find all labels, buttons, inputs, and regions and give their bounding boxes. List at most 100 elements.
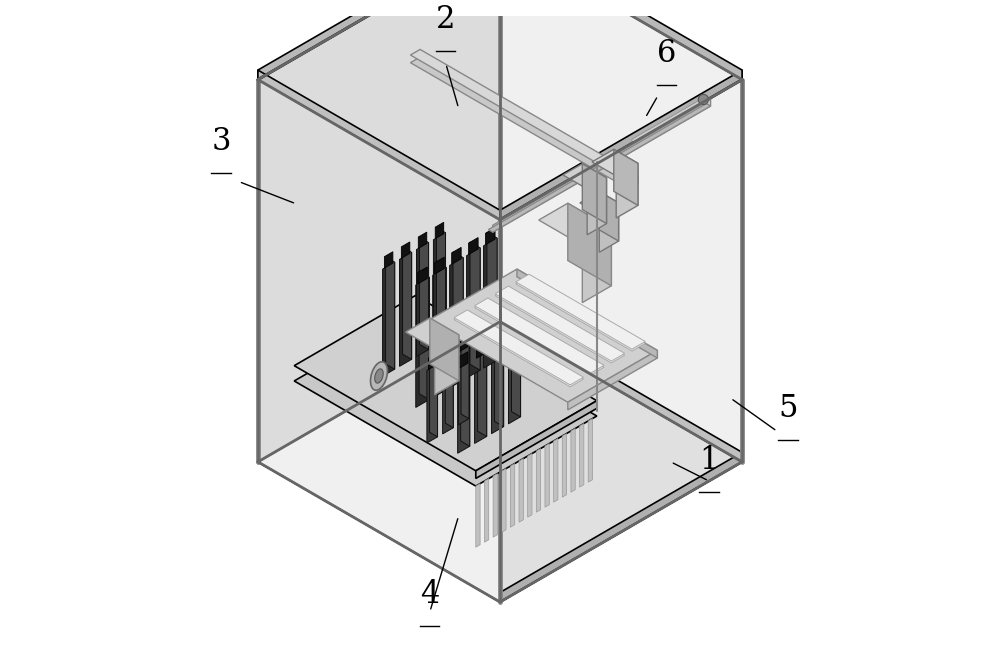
Polygon shape (495, 286, 625, 361)
Polygon shape (475, 298, 604, 373)
Polygon shape (486, 228, 495, 245)
Polygon shape (461, 342, 469, 419)
Polygon shape (484, 238, 497, 368)
Polygon shape (500, 0, 742, 462)
Polygon shape (433, 268, 446, 398)
Polygon shape (500, 0, 742, 80)
Polygon shape (588, 419, 593, 482)
Text: 3: 3 (211, 126, 231, 157)
Polygon shape (476, 484, 480, 547)
Polygon shape (587, 178, 607, 235)
Polygon shape (427, 269, 657, 402)
Polygon shape (508, 333, 521, 424)
Polygon shape (519, 458, 523, 522)
Polygon shape (443, 355, 453, 434)
Polygon shape (495, 338, 504, 426)
Polygon shape (493, 99, 711, 232)
Polygon shape (488, 103, 711, 232)
Polygon shape (582, 229, 611, 302)
Polygon shape (476, 342, 485, 358)
Polygon shape (511, 328, 521, 417)
Polygon shape (599, 191, 619, 241)
Polygon shape (545, 443, 549, 507)
Polygon shape (383, 262, 395, 376)
Polygon shape (698, 95, 708, 104)
Polygon shape (436, 262, 446, 390)
Polygon shape (493, 473, 497, 537)
Polygon shape (460, 336, 467, 351)
Text: 5: 5 (778, 392, 798, 424)
Polygon shape (476, 401, 597, 479)
Polygon shape (478, 347, 487, 436)
Polygon shape (510, 323, 519, 339)
Text: 4: 4 (420, 579, 440, 611)
Polygon shape (410, 50, 638, 181)
Polygon shape (430, 318, 459, 381)
Polygon shape (582, 164, 607, 223)
Polygon shape (258, 0, 500, 462)
Polygon shape (258, 0, 500, 80)
Polygon shape (517, 269, 657, 358)
Polygon shape (418, 232, 427, 249)
Polygon shape (500, 70, 742, 220)
Polygon shape (419, 272, 429, 400)
Polygon shape (628, 176, 638, 189)
Text: 6: 6 (657, 38, 677, 69)
Polygon shape (616, 163, 638, 218)
Polygon shape (500, 312, 742, 462)
Polygon shape (461, 357, 470, 446)
Polygon shape (403, 247, 412, 359)
Polygon shape (493, 332, 502, 349)
Polygon shape (580, 424, 584, 487)
Polygon shape (435, 335, 459, 394)
Polygon shape (458, 346, 469, 425)
Polygon shape (614, 150, 638, 206)
Polygon shape (435, 257, 444, 274)
Polygon shape (444, 345, 452, 360)
Text: 1: 1 (699, 445, 719, 476)
Polygon shape (568, 203, 611, 286)
Polygon shape (516, 276, 645, 351)
Polygon shape (470, 242, 480, 370)
Text: 2: 2 (436, 4, 456, 35)
Polygon shape (384, 252, 393, 268)
Polygon shape (294, 296, 597, 471)
Polygon shape (371, 362, 387, 390)
Polygon shape (450, 258, 463, 388)
Polygon shape (258, 70, 500, 220)
Polygon shape (592, 150, 638, 176)
Polygon shape (430, 360, 438, 437)
Polygon shape (484, 479, 489, 542)
Polygon shape (452, 247, 461, 264)
Polygon shape (502, 469, 506, 532)
Polygon shape (410, 57, 638, 189)
Polygon shape (406, 318, 459, 349)
Polygon shape (294, 311, 597, 486)
Polygon shape (427, 364, 438, 443)
Polygon shape (539, 203, 611, 246)
Polygon shape (580, 191, 619, 214)
Polygon shape (563, 164, 607, 189)
Polygon shape (467, 248, 480, 378)
Polygon shape (454, 310, 584, 385)
Polygon shape (401, 242, 410, 259)
Polygon shape (445, 351, 453, 428)
Polygon shape (475, 300, 604, 375)
Polygon shape (599, 203, 619, 252)
Polygon shape (562, 434, 567, 497)
Polygon shape (435, 222, 444, 239)
Polygon shape (258, 80, 500, 602)
Polygon shape (416, 278, 429, 407)
Polygon shape (428, 354, 436, 370)
Polygon shape (492, 343, 504, 434)
Polygon shape (454, 312, 584, 387)
Polygon shape (554, 439, 558, 502)
Polygon shape (459, 352, 468, 368)
Polygon shape (495, 288, 625, 363)
Polygon shape (469, 238, 478, 255)
Polygon shape (458, 362, 470, 453)
Polygon shape (453, 252, 463, 380)
Polygon shape (416, 242, 429, 357)
Polygon shape (536, 449, 541, 512)
Polygon shape (433, 232, 446, 347)
